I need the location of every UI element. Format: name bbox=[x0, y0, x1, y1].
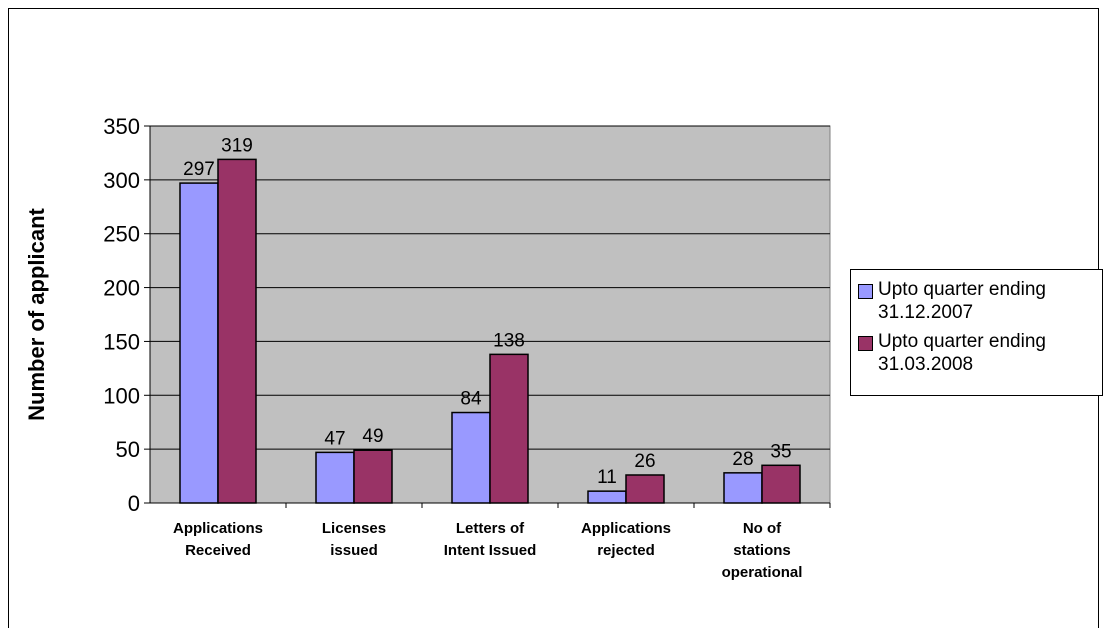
data-label-s2-c3: 138 bbox=[493, 330, 525, 351]
x-tick-label-5-line3: operational bbox=[722, 564, 803, 581]
bar-s1-c1 bbox=[179, 182, 219, 504]
y-tick-label-350: 350 bbox=[103, 114, 140, 139]
legend-item-series-2: Upto quarter ending 31.03.2008 bbox=[857, 330, 1096, 376]
data-label-s1-c1: 297 bbox=[183, 159, 215, 180]
x-tick-label-2-line2: issued bbox=[330, 542, 378, 559]
data-label-s2-c1: 319 bbox=[221, 135, 253, 156]
y-tick-label-50: 50 bbox=[116, 437, 140, 462]
legend-label-series-2-line1: Upto quarter ending bbox=[878, 331, 1046, 352]
bar-s1-c2 bbox=[315, 451, 355, 504]
legend-item-series-1: Upto quarter ending 31.12.2007 bbox=[857, 278, 1096, 324]
x-tick-label-2-line1: Licenses bbox=[322, 520, 386, 537]
data-label-s1-c2: 47 bbox=[324, 428, 345, 449]
y-tick-label-100: 100 bbox=[103, 383, 140, 408]
x-tick-label-4-line1: Applications bbox=[581, 520, 671, 537]
bar-s2-c2 bbox=[353, 449, 393, 504]
y-tick-label-300: 300 bbox=[103, 168, 140, 193]
x-tick-label-5-line2: stations bbox=[733, 542, 791, 559]
data-label-s2-c5: 35 bbox=[770, 441, 791, 462]
bar-s2-c3 bbox=[489, 353, 529, 504]
legend-label-series-2: Upto quarter ending 31.03.2008 bbox=[878, 330, 1046, 376]
x-tick-label-4-line2: rejected bbox=[597, 542, 655, 559]
x-tick-label-1-line1: Applications bbox=[173, 520, 263, 537]
data-label-s1-c5: 28 bbox=[732, 449, 753, 470]
legend-swatch-series-1 bbox=[858, 284, 873, 299]
y-tick-label-0: 0 bbox=[128, 491, 140, 516]
bar-s2-c5 bbox=[761, 464, 801, 504]
x-tick-label-1-line2: Received bbox=[185, 542, 251, 559]
y-tick-label-200: 200 bbox=[103, 276, 140, 301]
data-label-s1-c3: 84 bbox=[460, 389, 482, 410]
x-tick-label-3-line2: Intent Issued bbox=[444, 542, 537, 559]
legend: Upto quarter ending 31.12.2007 Upto quar… bbox=[850, 269, 1103, 396]
x-tick-label-5-line1: No of bbox=[743, 520, 782, 537]
legend-label-series-2-line2: 31.03.2008 bbox=[878, 354, 974, 375]
x-tick-label-3-line1: Letters of bbox=[456, 520, 525, 537]
bar-s1-c3 bbox=[451, 411, 491, 504]
legend-label-series-1: Upto quarter ending 31.12.2007 bbox=[878, 278, 1046, 324]
y-tick-label-150: 150 bbox=[103, 329, 140, 354]
bar-s1-c5 bbox=[723, 472, 763, 504]
bar-s2-c1 bbox=[217, 158, 257, 504]
data-label-s2-c2: 49 bbox=[362, 426, 383, 447]
data-label-s1-c4: 11 bbox=[597, 467, 617, 488]
y-axis-title: Number of applicant bbox=[24, 207, 49, 420]
legend-label-series-1-line2: 31.12.2007 bbox=[878, 302, 974, 323]
legend-swatch-series-2 bbox=[858, 336, 873, 351]
bar-s1-c4 bbox=[587, 490, 627, 504]
data-label-s2-c4: 26 bbox=[634, 451, 655, 472]
legend-label-series-1-line1: Upto quarter ending bbox=[878, 279, 1046, 300]
y-tick-label-250: 250 bbox=[103, 222, 140, 247]
bar-s2-c4 bbox=[625, 474, 665, 504]
